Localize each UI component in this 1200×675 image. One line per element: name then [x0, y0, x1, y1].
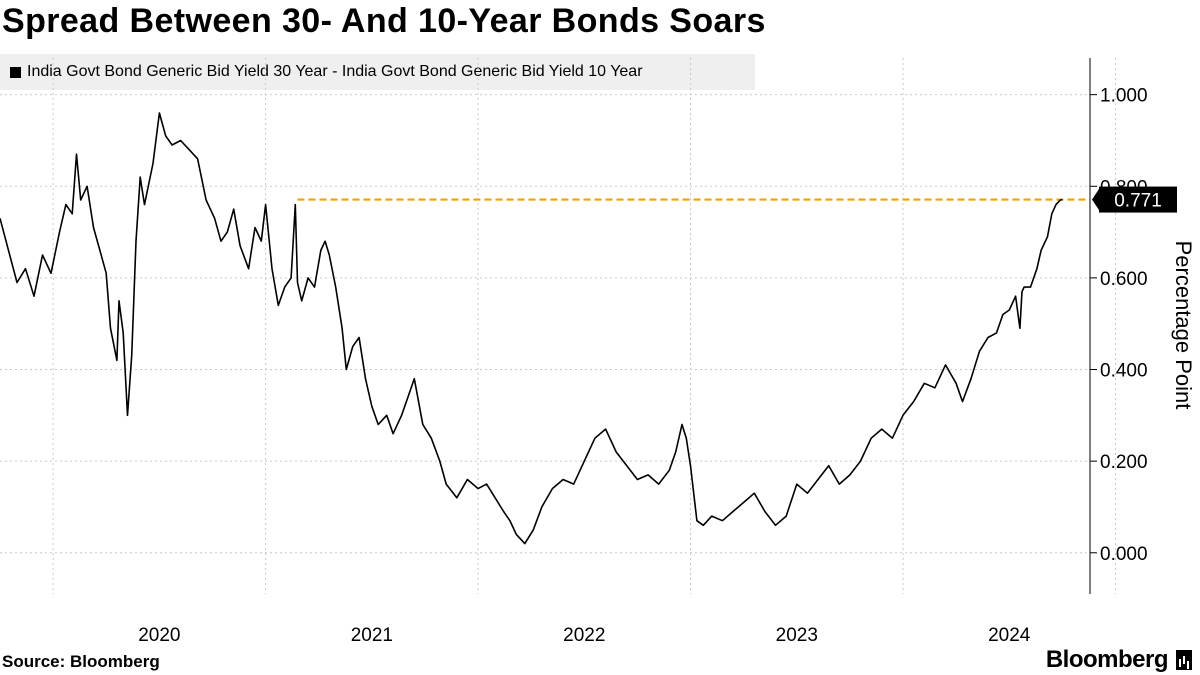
terminal-icon	[1176, 650, 1192, 670]
legend-entry: India Govt Bond Generic Bid Yield 30 Yea…	[27, 63, 643, 80]
y-axis-title: Percentage Point	[1171, 241, 1196, 410]
x-tick-label: 2021	[351, 625, 393, 646]
x-axis-labels: 202020212022202320242025	[138, 625, 1031, 646]
series-line	[0, 112, 1063, 545]
x-tick-label: 2024	[988, 625, 1031, 646]
last-value-label: 0.771	[1114, 191, 1162, 212]
legend: India Govt Bond Generic Bid Yield 30 Yea…	[0, 54, 755, 90]
gridlines	[0, 58, 1116, 594]
chart-title: Spread Between 30- And 10-Year Bonds Soa…	[2, 2, 766, 40]
y-tick-label: 0.600	[1100, 269, 1148, 290]
y-tick-label: 0.400	[1100, 361, 1148, 382]
brand-name: Bloomberg	[1045, 646, 1169, 673]
y-tick-label: 0.000	[1100, 544, 1148, 565]
legend-swatch	[10, 66, 21, 78]
x-tick-label: 2023	[776, 625, 818, 646]
brand-logo: Bloomberg	[1046, 646, 1192, 674]
last-value-badge: 0.771	[1092, 186, 1177, 213]
y-tick-label: 1.000	[1100, 86, 1148, 107]
last-value-box	[1099, 186, 1177, 213]
x-tick-label: 2020	[138, 625, 180, 646]
y-tick-label: 0.200	[1100, 452, 1148, 473]
last-value-pointer	[1092, 187, 1100, 212]
series-group	[0, 112, 1063, 545]
x-tick-label: 2022	[563, 625, 605, 646]
source-note: Source: Bloomberg	[2, 652, 160, 671]
